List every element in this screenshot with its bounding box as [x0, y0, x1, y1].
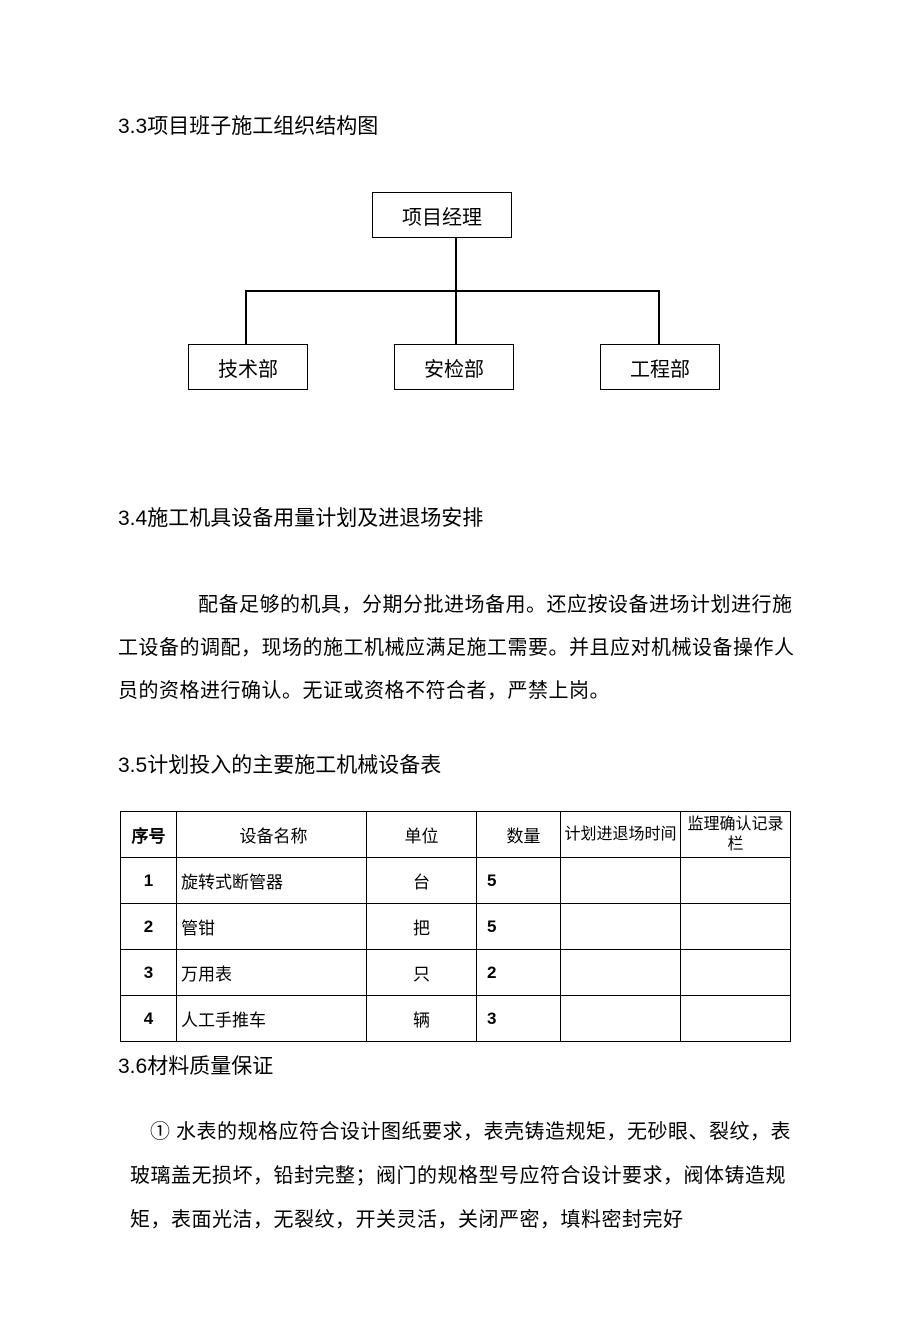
table-row: 2管钳把5 [121, 904, 791, 950]
org-connector [245, 290, 247, 344]
org-connector [658, 290, 660, 344]
table-row: 1旋转式断管器台5 [121, 858, 791, 904]
table-header-row: 序号 设备名称 单位 数量 计划进退场时间 监理确认记录栏 [121, 812, 791, 858]
table-cell: 3 [477, 996, 561, 1042]
table-cell [561, 996, 681, 1042]
table-row: 3万用表只2 [121, 950, 791, 996]
heading-3-5: 3.5计划投入的主要施工机械设备表 [118, 749, 802, 779]
org-connector [245, 290, 660, 292]
org-connector [455, 238, 457, 290]
org-node-eng: 工程部 [600, 344, 720, 390]
paragraph-3-6: ① 水表的规格应符合设计图纸要求，表壳铸造规矩，无砂眼、裂纹，表玻璃盖无损坏，铅… [130, 1110, 802, 1242]
heading-3-4: 3.4施工机具设备用量计划及进退场安排 [118, 502, 802, 532]
table-cell: 2 [121, 904, 177, 950]
table-cell: 旋转式断管器 [177, 858, 367, 904]
org-node-root: 项目经理 [372, 192, 512, 238]
table-cell: 把 [367, 904, 477, 950]
table-cell: 只 [367, 950, 477, 996]
table-cell: 台 [367, 858, 477, 904]
col-confirm: 监理确认记录栏 [681, 812, 791, 858]
heading-3-6: 3.6材料质量保证 [118, 1050, 802, 1080]
table-cell [561, 950, 681, 996]
table-cell: 1 [121, 858, 177, 904]
col-qty: 数量 [477, 812, 561, 858]
table-cell [681, 996, 791, 1042]
org-chart: 项目经理 技术部 安检部 工程部 [172, 192, 712, 392]
col-index: 序号 [121, 812, 177, 858]
col-unit: 单位 [367, 812, 477, 858]
table-cell [561, 858, 681, 904]
heading-3-3: 3.3项目班子施工组织结构图 [118, 110, 802, 140]
col-time: 计划进退场时间 [561, 812, 681, 858]
table-row: 4人工手推车辆3 [121, 996, 791, 1042]
table-cell: 辆 [367, 996, 477, 1042]
org-connector [455, 290, 457, 344]
table-cell [681, 904, 791, 950]
equipment-table: 序号 设备名称 单位 数量 计划进退场时间 监理确认记录栏 1旋转式断管器台52… [120, 811, 791, 1042]
table-cell: 人工手推车 [177, 996, 367, 1042]
col-name: 设备名称 [177, 812, 367, 858]
table-cell [681, 950, 791, 996]
table-cell: 管钳 [177, 904, 367, 950]
table-cell: 4 [121, 996, 177, 1042]
org-node-tech: 技术部 [188, 344, 308, 390]
table-cell: 万用表 [177, 950, 367, 996]
table-cell [561, 904, 681, 950]
table-cell [681, 858, 791, 904]
table-cell: 5 [477, 858, 561, 904]
table-cell: 2 [477, 950, 561, 996]
paragraph-3-4: 配备足够的机具，分期分批进场备用。还应按设备进场计划进行施工设备的调配，现场的施… [118, 584, 802, 713]
table-cell: 3 [121, 950, 177, 996]
org-node-safety: 安检部 [394, 344, 514, 390]
table-cell: 5 [477, 904, 561, 950]
